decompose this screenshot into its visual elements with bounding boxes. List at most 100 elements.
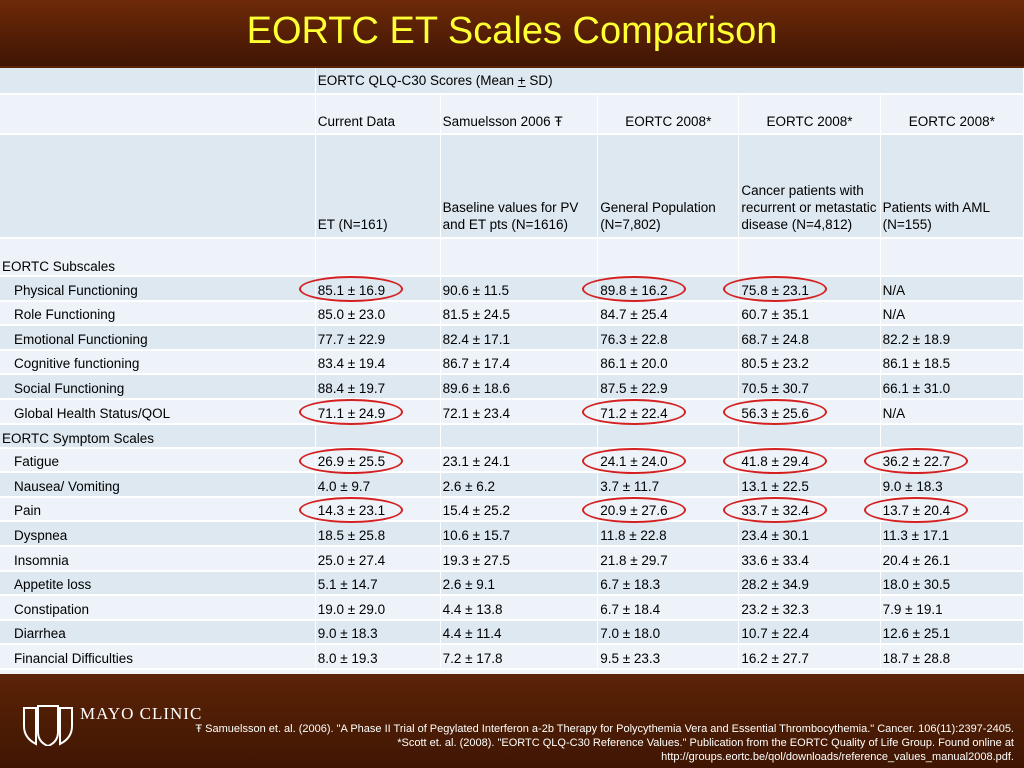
value-cell: 81.5 ± 24.5 (440, 300, 599, 327)
reference-line: Ŧ Samuelsson et. al. (2006). "A Phase II… (195, 723, 1014, 735)
value-cell: 25.0 ± 27.4 (315, 545, 441, 572)
column-header: EORTC 2008* (880, 94, 1024, 135)
slide-title: EORTC ET Scales Comparison (246, 10, 778, 52)
value-cell: 9.0 ± 18.3 (315, 619, 441, 646)
value-cell: 7.9 ± 19.1 (880, 595, 1024, 621)
value-cell: 33.6 ± 33.4 (738, 545, 881, 572)
table-header-row-sources: Current Data Samuelsson 2006 Ŧ EORTC 200… (0, 94, 1024, 135)
row-label: Dyspnea (0, 521, 316, 547)
value-cell: 12.6 ± 25.1 (880, 619, 1024, 646)
value-cell: 8.0 ± 19.3 (315, 644, 441, 670)
value-cell: 23.4 ± 30.1 (738, 521, 881, 547)
value-cell: 86.1 ± 20.0 (597, 349, 740, 376)
table-row: Appetite loss 5.1 ± 14.7 2.6 ± 9.1 6.7 ± 18… (0, 570, 1024, 597)
row-label: Role Functioning (0, 300, 316, 327)
table-row: Diarrhea 9.0 ± 18.3 4.4 ± 11.4 7.0 ± 18.0 10… (0, 619, 1024, 646)
row-label: Appetite loss (0, 570, 316, 597)
value-cell: 18.0 ± 30.5 (880, 570, 1024, 597)
value-cell: 82.4 ± 17.1 (440, 325, 599, 351)
value-cell: 11.3 ± 17.1 (880, 521, 1024, 547)
value-cell: 10.6 ± 15.7 (440, 521, 599, 547)
value-cell: 3.7 ± 11.7 (597, 472, 740, 498)
value-cell: 18.5 ± 25.8 (315, 521, 441, 547)
table-row: Cognitive functioning 83.4 ± 19.4 86.7 ± 1… (0, 349, 1024, 376)
value-cell: N/A (880, 398, 1024, 425)
value-cell: 71.2 ± 22.4 (597, 398, 740, 425)
footer: MAYO CLINIC Ŧ Samuelsson et. al. (2006).… (0, 674, 1024, 768)
value-cell: 21.8 ± 29.7 (597, 545, 740, 572)
value-cell: 86.1 ± 18.5 (880, 349, 1024, 376)
value-cell: 85.1 ± 16.9 (315, 276, 441, 302)
row-label: Nausea/ Vomiting (0, 472, 316, 498)
value-cell: 23.2 ± 32.3 (738, 595, 881, 621)
table-row: Global Health Status/QOL 71.1 ± 24.9 72.1 … (0, 398, 1024, 425)
value-cell: 7.2 ± 17.8 (440, 644, 599, 670)
value-cell: 5.1 ± 14.7 (315, 570, 441, 597)
row-label: Financial Difficulties (0, 644, 316, 670)
value-cell: 84.7 ± 25.4 (597, 300, 740, 327)
value-cell: 20.9 ± 27.6 (597, 496, 740, 523)
reference-line: http://groups.eortc.be/qol/downloads/ref… (661, 751, 1014, 763)
comparison-table: EORTC QLQ-C30 Scores (Mean + SD) Current… (0, 68, 1024, 670)
value-cell: 9.5 ± 23.3 (597, 644, 740, 670)
population-header: General Population (N=7,802) (597, 134, 740, 239)
value-cell: 60.7 ± 35.1 (738, 300, 881, 327)
section-row: EORTC Subscales (0, 238, 1024, 277)
value-cell: N/A (880, 300, 1024, 327)
reference-line: *Scott et. al. (2008). "EORTC QLQ-C30 Re… (397, 737, 1014, 749)
population-header: Baseline values for PV and ET pts (N=161… (440, 134, 599, 239)
value-cell: 28.2 ± 34.9 (738, 570, 881, 597)
table-body: EORTC Subscales Physical Functioning 85.1 … (0, 238, 1024, 670)
value-cell: 71.1 ± 24.9 (315, 398, 441, 425)
value-cell: 19.3 ± 27.5 (440, 545, 599, 572)
comparison-table-container: EORTC QLQ-C30 Scores (Mean + SD) Current… (0, 68, 1024, 674)
table-row: Emotional Functioning 77.7 ± 22.9 82.4 ± 1… (0, 325, 1024, 351)
value-cell: 82.2 ± 18.9 (880, 325, 1024, 351)
value-cell: 86.7 ± 17.4 (440, 349, 599, 376)
value-cell: 90.6 ± 11.5 (440, 276, 599, 302)
value-cell: 24.1 ± 24.0 (597, 447, 740, 474)
row-label: Pain (0, 496, 316, 523)
value-cell: 7.0 ± 18.0 (597, 619, 740, 646)
value-cell: 6.7 ± 18.3 (597, 570, 740, 597)
scores-header: EORTC QLQ-C30 Scores (Mean + SD) (315, 68, 1024, 95)
value-cell: 4.4 ± 13.8 (440, 595, 599, 621)
section-row: EORTC Symptom Scales (0, 423, 1024, 449)
value-cell: 75.8 ± 23.1 (738, 276, 881, 302)
column-header: Current Data (315, 94, 441, 135)
value-cell: 41.8 ± 29.4 (738, 447, 881, 474)
value-cell: N/A (880, 276, 1024, 302)
value-cell: 2.6 ± 9.1 (440, 570, 599, 597)
value-cell: 72.1 ± 23.4 (440, 398, 599, 425)
value-cell: 66.1 ± 31.0 (880, 374, 1024, 400)
value-cell: 23.1 ± 24.1 (440, 447, 599, 474)
value-cell: 89.8 ± 16.2 (597, 276, 740, 302)
value-cell: 87.5 ± 22.9 (597, 374, 740, 400)
value-cell: 26.9 ± 25.5 (315, 447, 441, 474)
references: Ŧ Samuelsson et. al. (2006). "A Phase II… (134, 722, 1014, 764)
value-cell: 83.4 ± 19.4 (315, 349, 441, 376)
table-row: Nausea/ Vomiting 4.0 ± 9.7 2.6 ± 6.2 3.7 ± … (0, 472, 1024, 498)
value-cell: 11.8 ± 22.8 (597, 521, 740, 547)
table-header-row-populations: ET (N=161) Baseline values for PV and ET… (0, 134, 1024, 239)
value-cell: 15.4 ± 25.2 (440, 496, 599, 523)
row-label: Insomnia (0, 545, 316, 572)
table-row: Pain 14.3 ± 23.1 15.4 ± 25.2 20.9 ± 27.6 33.… (0, 496, 1024, 523)
row-label: Diarrhea (0, 619, 316, 646)
table-row: Role Functioning 85.0 ± 23.0 81.5 ± 24.5 84… (0, 300, 1024, 327)
title-bar: EORTC ET Scales Comparison (0, 0, 1024, 66)
plus-minus-symbol: + (517, 73, 526, 88)
row-label: Global Health Status/QOL (0, 398, 316, 425)
section-label: EORTC Subscales (0, 238, 316, 277)
value-cell: 4.4 ± 11.4 (440, 619, 599, 646)
row-label: Fatigue (0, 447, 316, 474)
row-label: Cognitive functioning (0, 349, 316, 376)
value-cell: 80.5 ± 23.2 (738, 349, 881, 376)
column-header: EORTC 2008* (597, 94, 740, 135)
row-label: Constipation (0, 595, 316, 621)
column-header: EORTC 2008* (738, 94, 881, 135)
value-cell: 2.6 ± 6.2 (440, 472, 599, 498)
table-row: Insomnia 25.0 ± 27.4 19.3 ± 27.5 21.8 ± 29.… (0, 545, 1024, 572)
value-cell: 36.2 ± 22.7 (880, 447, 1024, 474)
value-cell: 33.7 ± 32.4 (738, 496, 881, 523)
